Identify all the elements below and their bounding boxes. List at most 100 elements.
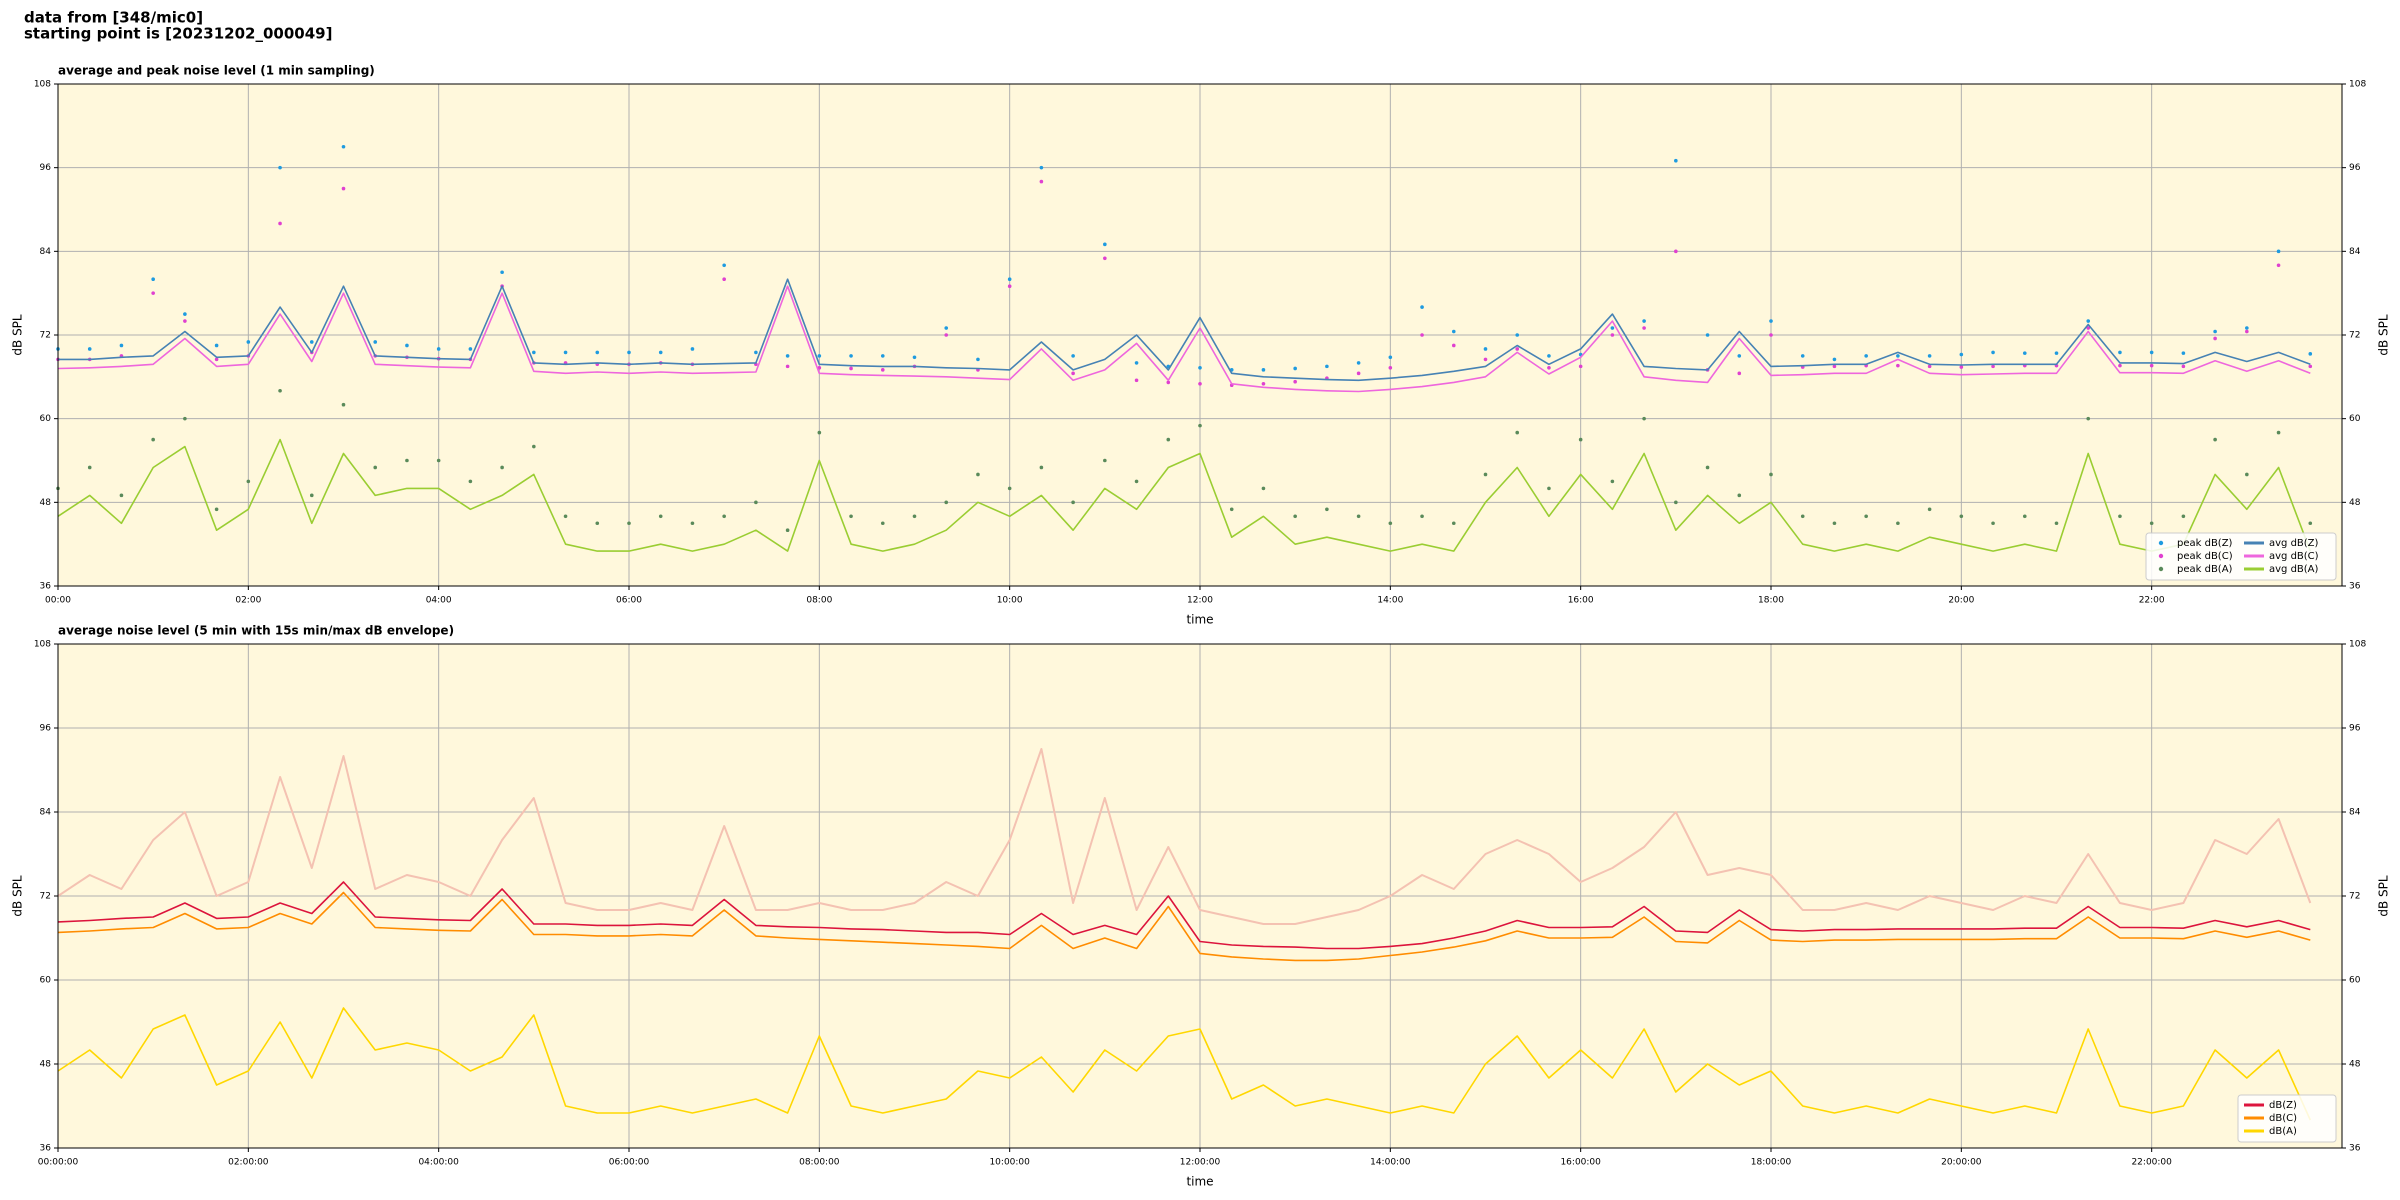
- peak-point: [2181, 514, 2186, 519]
- peak-point: [2181, 351, 2186, 355]
- peak-point: [595, 521, 600, 526]
- x-tick-label: 04:00: [426, 596, 452, 606]
- peak-point: [1515, 430, 1520, 435]
- y-tick-label: 48: [40, 498, 52, 508]
- peak-point: [1388, 355, 1393, 360]
- legend-marker: [2158, 540, 2164, 546]
- peak-point: [1198, 365, 1202, 370]
- peak-point: [183, 319, 187, 323]
- plot-frame: [57, 643, 2343, 1149]
- peak-point: [1039, 165, 1044, 170]
- peak-point: [722, 277, 726, 282]
- peak-point: [595, 350, 600, 355]
- peak-point: [1832, 364, 1837, 369]
- y-tick-label-right: 48: [2349, 498, 2361, 508]
- y-tick-label: 72: [40, 892, 51, 902]
- legend-marker: [2158, 553, 2164, 559]
- peak-point: [2086, 326, 2091, 330]
- legend-label: dB(A): [2269, 1126, 2297, 1137]
- peak-point: [1959, 365, 1964, 369]
- peak-point: [2118, 350, 2122, 355]
- peak-point: [849, 514, 853, 519]
- peak-point: [1959, 514, 1964, 519]
- peak-point: [1451, 521, 1456, 526]
- peak-point: [1420, 514, 1424, 519]
- peak-point: [1547, 365, 1551, 370]
- peak-point: [1737, 371, 1742, 376]
- peak-point: [2022, 514, 2027, 519]
- legend-label: avg dB(C): [2269, 551, 2319, 562]
- peak-point: [2118, 363, 2122, 368]
- chart-title: average noise level (5 min with 15s min/…: [58, 624, 454, 638]
- y-tick-label-right: 72: [2349, 331, 2360, 341]
- peak-point: [1991, 364, 1995, 369]
- chart-panel: average noise level (5 min with 15s min/…: [11, 624, 2391, 1189]
- peak-point: [722, 263, 726, 268]
- peak-point: [2149, 521, 2154, 526]
- y-tick-label: 108: [34, 640, 51, 650]
- peak-point: [2213, 437, 2217, 442]
- peak-point: [944, 500, 949, 505]
- peak-point: [309, 340, 314, 344]
- peak-point: [1229, 507, 1234, 512]
- peak-point: [1293, 379, 1297, 384]
- peak-point: [1420, 333, 1424, 337]
- legend-label: dB(Z): [2269, 1100, 2297, 1111]
- peak-point: [1515, 347, 1520, 351]
- y-tick-label: 60: [40, 414, 52, 424]
- peak-point: [1991, 350, 1995, 355]
- header-line: starting point is [20231202_000049]: [24, 25, 332, 43]
- peak-point: [690, 347, 695, 351]
- peak-point: [1388, 365, 1393, 370]
- peak-point: [1832, 521, 1837, 526]
- peak-point: [849, 354, 853, 358]
- peak-point: [1547, 486, 1551, 491]
- legend-label: avg dB(A): [2269, 564, 2319, 575]
- peak-point: [1610, 326, 1615, 330]
- y-axis-label-right: dB SPL: [2377, 875, 2391, 917]
- peak-point: [785, 354, 790, 358]
- y-tick-label: 108: [34, 80, 51, 90]
- peak-point: [658, 514, 663, 519]
- peak-point: [1578, 437, 1583, 442]
- peak-point: [1927, 364, 1932, 369]
- peak-point: [690, 521, 695, 526]
- peak-point: [2308, 521, 2313, 526]
- peak-point: [1705, 333, 1710, 337]
- peak-point: [722, 514, 726, 519]
- peak-point: [658, 350, 663, 355]
- peak-point: [563, 350, 568, 355]
- peak-point: [1642, 319, 1646, 323]
- peak-point: [944, 326, 949, 330]
- peak-point: [1166, 380, 1171, 385]
- peak-point: [183, 416, 187, 421]
- peak-point: [1483, 347, 1488, 351]
- x-tick-label: 02:00:00: [228, 1158, 269, 1168]
- peak-point: [1674, 500, 1678, 505]
- envelope-line: [57, 748, 2312, 925]
- peak-point: [849, 366, 853, 371]
- peak-point: [278, 221, 282, 226]
- y-tick-label-right: 72: [2349, 892, 2360, 902]
- peak-point: [1927, 354, 1932, 358]
- legend-label: peak dB(C): [2177, 551, 2233, 562]
- peak-point: [468, 347, 473, 351]
- peak-point: [1959, 352, 1964, 357]
- peak-point: [1071, 500, 1075, 505]
- series-line: [57, 285, 2311, 393]
- peak-point: [1134, 361, 1139, 365]
- peak-point: [1896, 363, 1900, 368]
- peak-point: [1325, 507, 1329, 512]
- peak-point: [2118, 514, 2122, 519]
- y-axis-label-right: dB SPL: [2377, 314, 2391, 356]
- peak-point: [1864, 514, 1868, 519]
- peak-point: [1261, 368, 1266, 372]
- x-tick-label: 06:00:00: [609, 1158, 650, 1168]
- x-tick-label: 20:00:00: [1941, 1158, 1982, 1168]
- plot-frame: [57, 83, 2343, 587]
- x-tick-label: 14:00: [1377, 596, 1403, 606]
- x-tick-label: 22:00:00: [2131, 1158, 2172, 1168]
- y-tick-label-right: 108: [2349, 640, 2366, 650]
- y-tick-label: 84: [40, 808, 52, 818]
